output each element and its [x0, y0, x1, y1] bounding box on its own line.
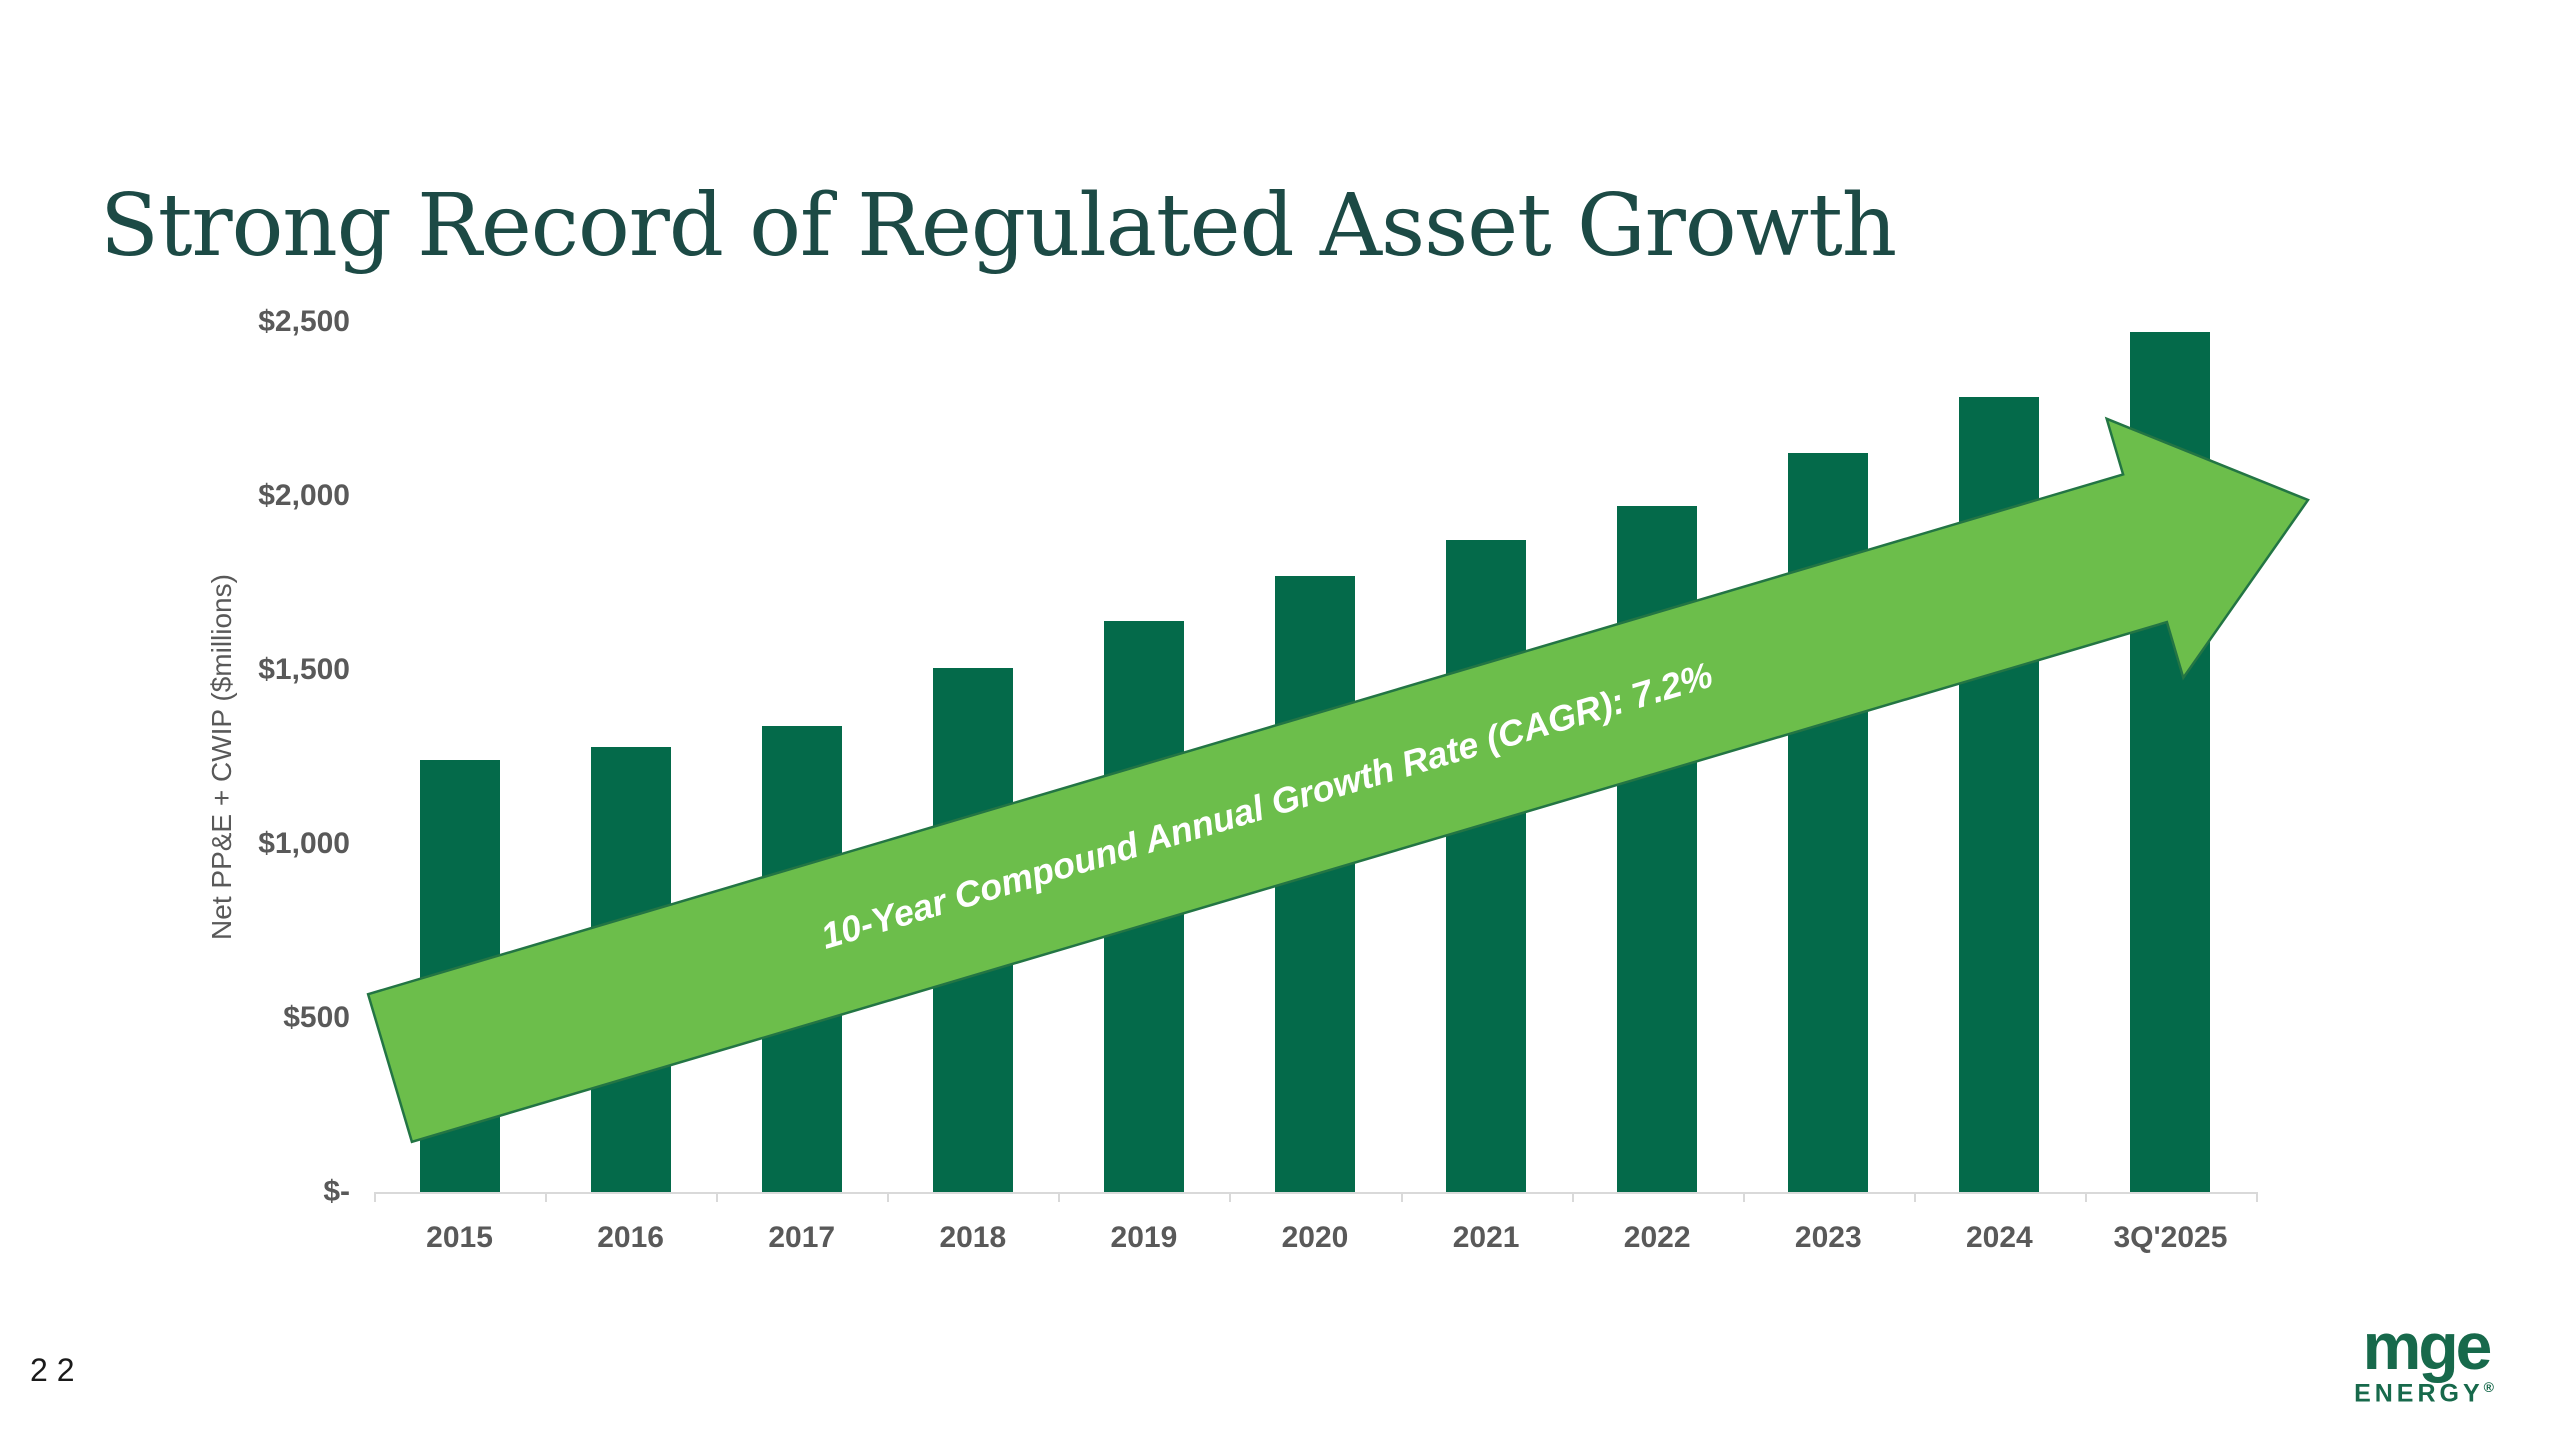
y-tick-label: $-	[323, 1175, 350, 1208]
x-axis-tick	[2256, 1192, 2258, 1202]
x-axis-tick	[2084, 1192, 2087, 1202]
x-axis-tick	[1571, 1192, 1574, 1202]
x-axis-tick	[1229, 1192, 1232, 1202]
x-tick-label: 2016	[597, 1221, 664, 1254]
page-number: 22	[30, 1352, 84, 1388]
x-tick-label: 2020	[1281, 1221, 1349, 1254]
x-tick-label: 2021	[1452, 1221, 1520, 1254]
logo-sub-text: ENERGY®	[2354, 1379, 2498, 1408]
x-tick-label: 3Q'2025	[2113, 1221, 2228, 1254]
x-tick-label: 2022	[1623, 1221, 1691, 1254]
x-tick-label: 2019	[1110, 1221, 1178, 1254]
x-axis-tick	[716, 1192, 719, 1202]
x-axis-tick	[1400, 1192, 1403, 1202]
x-axis-tick	[1742, 1192, 1745, 1202]
slide-title: Strong Record of Regulated Asset Growth	[100, 175, 1897, 276]
x-axis-tick	[887, 1192, 890, 1202]
x-axis-line	[374, 1192, 2256, 1194]
bar-2020	[1275, 576, 1355, 1192]
y-tick-label: $2,500	[258, 305, 350, 338]
logo-brand-text: mge	[2362, 1309, 2493, 1383]
x-tick-label: 2018	[939, 1221, 1007, 1254]
x-axis-tick	[545, 1192, 548, 1202]
y-tick-label: $500	[283, 1001, 350, 1034]
x-tick-label: 2023	[1794, 1221, 1862, 1254]
x-axis-tick	[374, 1192, 376, 1202]
y-tick-label: $1,500	[258, 653, 350, 686]
x-tick-label: 2024	[1965, 1221, 2033, 1254]
x-tick-label: 2015	[426, 1221, 493, 1254]
x-axis-tick	[1913, 1192, 1916, 1202]
y-tick-label: $1,000	[258, 827, 350, 860]
y-tick-label: $2,000	[258, 479, 350, 512]
registered-mark: ®	[2483, 1379, 2498, 1396]
cagr-annotation: 10-Year Compound Annual Growth Rate (CAG…	[816, 654, 1717, 957]
mge-energy-logo: mge ENERGY®	[2354, 1309, 2498, 1408]
growth-arrow	[366, 416, 2310, 1144]
x-tick-label: 2017	[768, 1221, 836, 1254]
bar-2021	[1446, 539, 1527, 1192]
x-axis-tick	[1058, 1192, 1061, 1202]
